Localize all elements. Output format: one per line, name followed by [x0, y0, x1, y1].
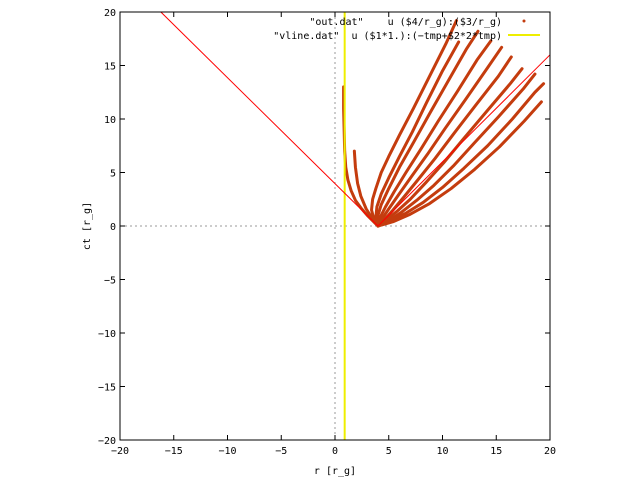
light-cone-line: [377, 54, 551, 227]
x-tick-label: −10: [218, 446, 236, 457]
y-tick-label: −15: [98, 383, 116, 394]
legend-label-out: "out.dat" u ($4/r_g):($3/r_g): [309, 17, 502, 28]
legend: "out.dat" u ($4/r_g):($3/r_g) "vline.dat…: [273, 17, 540, 42]
y-tick-label: −5: [104, 276, 116, 287]
x-tick-label: −5: [275, 446, 287, 457]
out-curve-8: [376, 67, 524, 228]
x-tick-label: 10: [436, 446, 448, 457]
out-curve-4: [376, 29, 480, 228]
y-tick-label: −20: [98, 436, 116, 447]
legend-label-vline: "vline.dat" u ($1*1.):(−tmp+$2*2*tmp): [273, 31, 502, 42]
y-tick-label: 15: [104, 62, 116, 73]
y-tick-label: −10: [98, 329, 116, 340]
y-tick-label: 0: [110, 222, 116, 233]
x-tick-label: −15: [165, 446, 183, 457]
out-curve-6: [376, 45, 504, 228]
y-axis-label: ct [r_g]: [82, 202, 93, 250]
y-tick-label: 5: [110, 169, 116, 180]
x-axis-label: r [r_g]: [314, 466, 356, 477]
light-cone-line: [160, 11, 379, 227]
legend-sample-out: [522, 19, 526, 23]
y-tick-label: 20: [104, 8, 116, 19]
out-curve-9: [376, 72, 537, 228]
x-tick-label: 5: [386, 446, 392, 457]
out-curve-10: [376, 82, 546, 228]
out-curve-2: [370, 19, 458, 228]
out-curve-1: [352, 149, 380, 228]
x-axis-ticks: −20 −15 −10 −5 0 5 10 15 20: [111, 12, 556, 457]
out-curve-3: [374, 40, 461, 228]
y-axis-ticks: −20 −15 −10 −5 0 5 10 15 20: [98, 8, 550, 447]
y-tick-label: 10: [104, 115, 116, 126]
x-tick-label: 0: [332, 446, 338, 457]
chart-marks: [120, 11, 551, 440]
x-tick-label: 15: [490, 446, 502, 457]
out-curve-11: [376, 100, 543, 228]
x-tick-label: 20: [544, 446, 556, 457]
out-curve-5: [376, 39, 493, 228]
x-tick-label: −20: [111, 446, 129, 457]
legend-point-out: [522, 19, 526, 23]
